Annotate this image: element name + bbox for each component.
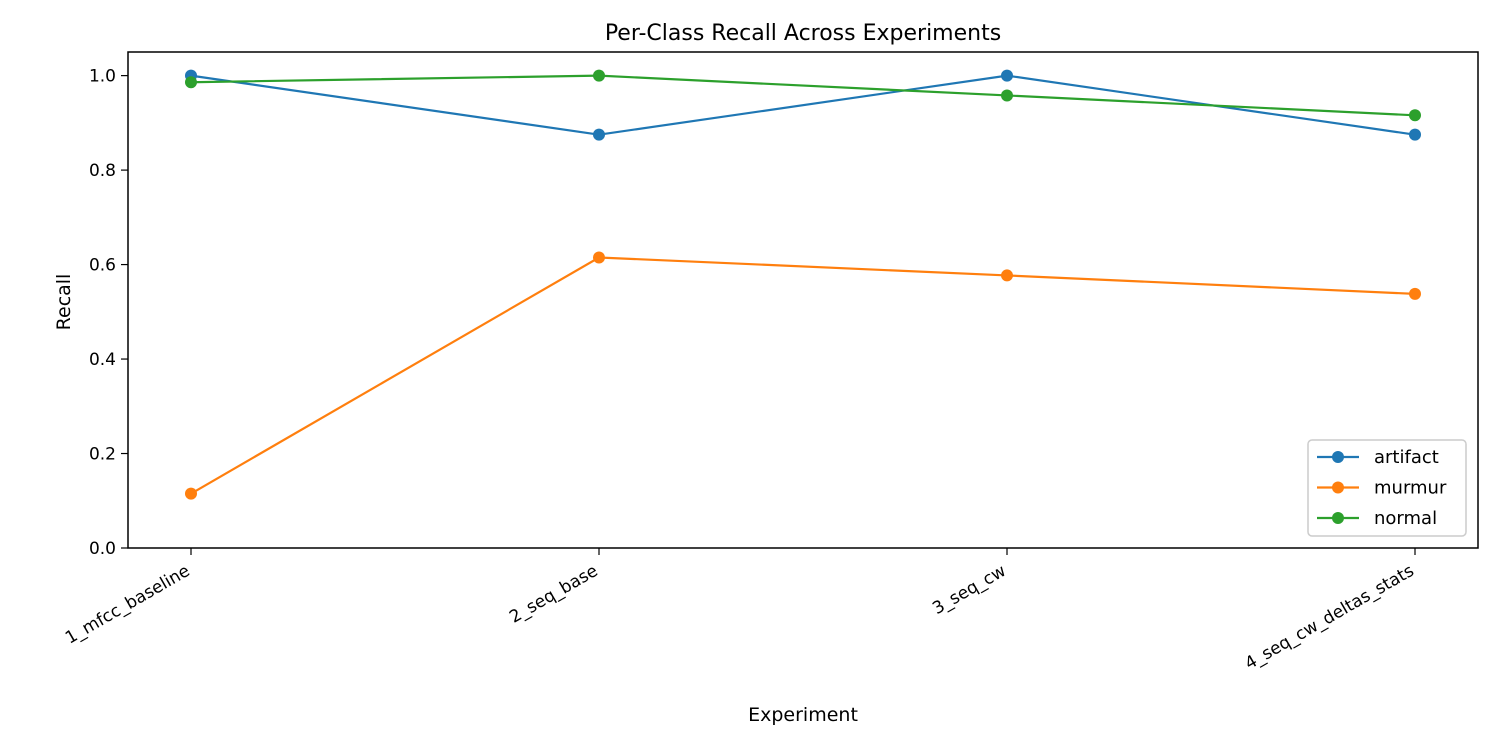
legend-label: normal (1374, 508, 1437, 529)
chart-title: Per-Class Recall Across Experiments (605, 21, 1001, 46)
series-murmur (185, 251, 1421, 500)
x-tick-label: 4_seq_cw_deltas_stats (1242, 561, 1418, 674)
y-tick-label: 0.4 (89, 350, 116, 370)
x-tick-label: 2_seq_base (506, 561, 601, 628)
legend-box (1307, 439, 1467, 537)
data-point-normal (1409, 109, 1421, 122)
data-point-artifact (1409, 128, 1421, 141)
legend: artifact murmur normal (1307, 439, 1467, 537)
x-tick-label: 1_mfcc_baseline (62, 561, 193, 648)
y-axis: 0.0 0.2 0.4 0.6 0.8 1.0 (89, 67, 128, 559)
x-axis: 1_mfcc_baseline 2_seq_base 3_seq_cw 4_seq_c… (62, 548, 1418, 674)
legend-item-artifact: artifact (1317, 447, 1439, 468)
data-point-artifact (593, 128, 605, 141)
data-point-murmur (1409, 287, 1421, 300)
series-line-murmur (190, 256, 1416, 495)
series-layer (185, 69, 1421, 500)
legend-marker (1332, 451, 1344, 463)
data-point-artifact (1001, 69, 1013, 82)
series-normal (185, 69, 1421, 122)
legend-item-normal: normal (1317, 508, 1437, 529)
data-point-murmur (1001, 269, 1013, 282)
y-tick-label: 0.2 (89, 445, 116, 465)
data-point-normal (1001, 89, 1013, 102)
legend-item-murmur: murmur (1317, 478, 1447, 499)
legend-label: murmur (1374, 478, 1447, 499)
y-tick-label: 0.8 (89, 161, 116, 181)
data-point-murmur (593, 251, 605, 264)
y-tick-label: 0.0 (89, 539, 116, 559)
data-point-normal (593, 69, 605, 82)
y-tick-label: 0.6 (89, 256, 116, 276)
series-line-normal (190, 74, 1416, 117)
data-point-normal (185, 76, 197, 89)
legend-marker (1332, 512, 1344, 524)
x-tick-label: 3_seq_cw (929, 561, 1009, 619)
plot-area (127, 51, 1479, 549)
data-point-murmur (185, 487, 197, 500)
y-axis-label: Recall (53, 274, 75, 331)
legend-marker (1332, 481, 1344, 494)
x-axis-label: Experiment (748, 704, 858, 726)
y-tick-label: 1.0 (89, 67, 116, 87)
legend-label: artifact (1374, 447, 1439, 468)
